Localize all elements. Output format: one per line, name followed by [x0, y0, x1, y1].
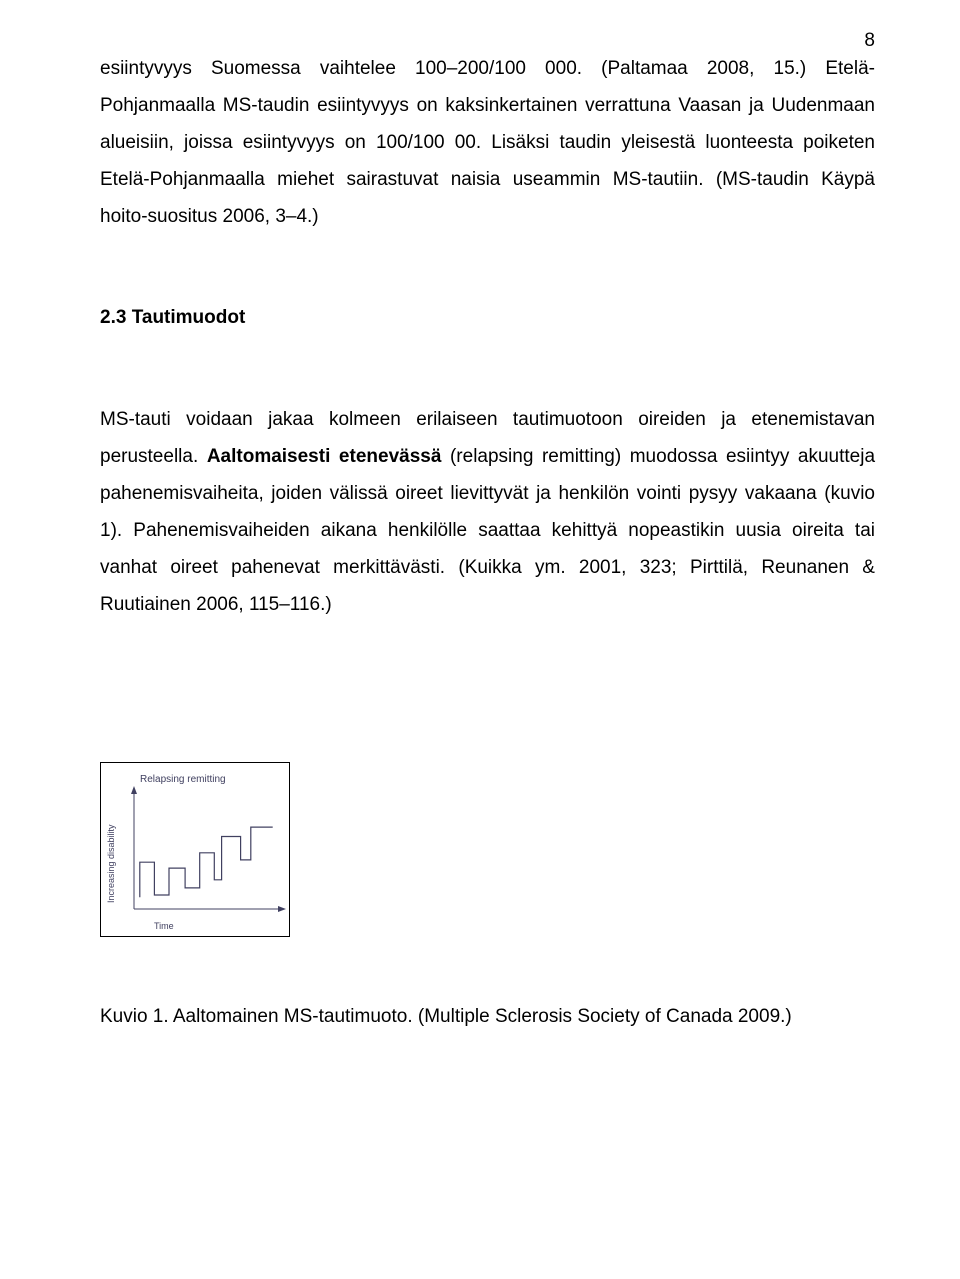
page-number: 8: [864, 30, 875, 52]
svg-text:Increasing disability: Increasing disability: [106, 823, 116, 902]
svg-text:Time: Time: [154, 921, 174, 931]
para2-text-b: (relapsing remitting) muodossa esiintyy …: [100, 446, 875, 615]
paragraph-1: esiintyvyys Suomessa vaihtelee 100–200/1…: [100, 50, 875, 235]
svg-text:Relapsing remitting: Relapsing remitting: [140, 774, 226, 785]
section-heading: 2.3 Tautimuodot: [100, 307, 875, 329]
figure-chart: Relapsing remitting Increasing disability…: [100, 762, 290, 937]
paragraph-2: MS-tauti voidaan jakaa kolmeen erilaisee…: [100, 401, 875, 623]
para2-bold: Aaltomaisesti etenevässä: [207, 446, 442, 467]
relapsing-remitting-chart: Relapsing remitting Increasing disability…: [100, 762, 290, 937]
figure-caption: Kuvio 1. Aaltomainen MS-tautimuoto. (Mul…: [100, 998, 875, 1035]
